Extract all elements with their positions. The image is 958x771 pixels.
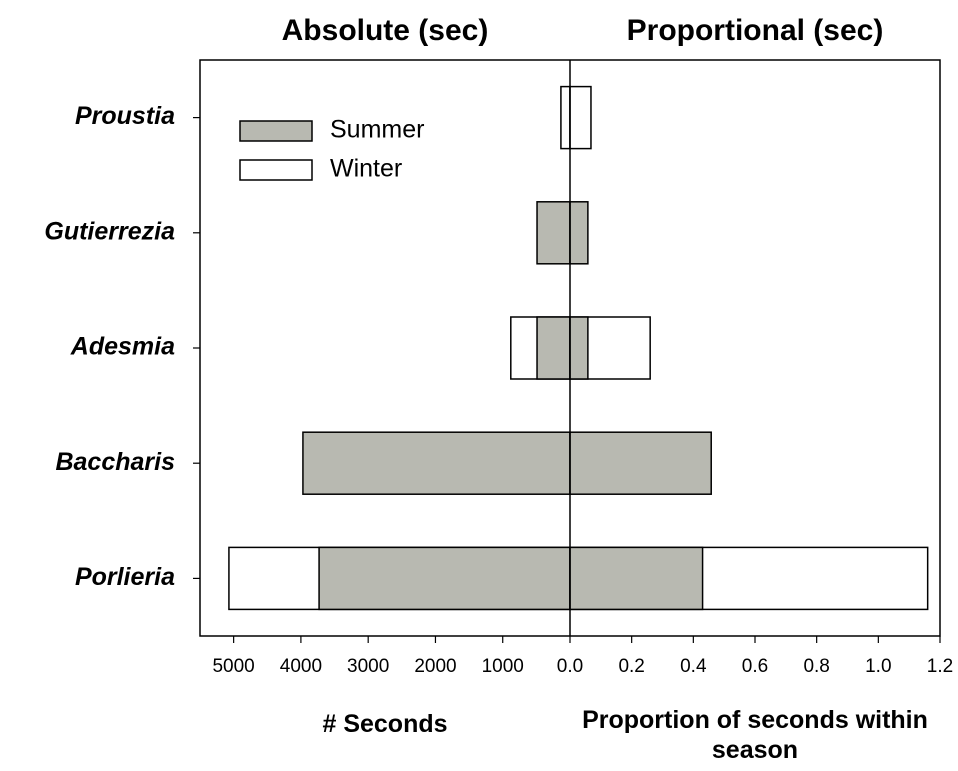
x-tick-label: 3000 (347, 656, 389, 677)
x-tick-label: 0.0 (557, 656, 583, 677)
bar (569, 431, 712, 495)
x-tick-label: 5000 (212, 656, 254, 677)
y-tick-label: Gutierrezia (44, 217, 175, 245)
bar (536, 316, 571, 380)
bar (560, 85, 571, 150)
x-axis-label: # Seconds (322, 710, 448, 738)
legend-swatch (239, 159, 313, 181)
x-axis-label: Proportion of seconds within season (582, 706, 928, 764)
y-tick-label: Baccharis (55, 448, 175, 476)
x-tick-label: 2000 (414, 656, 456, 677)
x-tick-label: 1.0 (865, 656, 891, 677)
x-tick-label: 0.2 (618, 656, 644, 677)
bar (569, 316, 589, 380)
legend-label: Summer (330, 116, 424, 144)
x-tick-label: 0.8 (803, 656, 829, 677)
y-tick-label: Proustia (75, 102, 175, 130)
bar (302, 431, 571, 495)
bar (569, 546, 704, 611)
bar (318, 546, 571, 611)
panel-title: Proportional (sec) (627, 14, 884, 47)
y-tick-label: Adesmia (70, 333, 175, 361)
x-tick-label: 1000 (482, 656, 524, 677)
x-tick-label: 0.6 (742, 656, 768, 677)
x-tick-label: 1.2 (927, 656, 953, 677)
bar (569, 85, 592, 150)
panel-title: Absolute (sec) (282, 14, 489, 47)
y-tick-label: Porlieria (75, 563, 175, 591)
bar (536, 201, 571, 265)
legend-swatch (239, 120, 313, 142)
bar (569, 201, 589, 265)
legend-label: Winter (330, 155, 402, 183)
x-tick-label: 4000 (280, 656, 322, 677)
x-tick-label: 0.4 (680, 656, 707, 677)
